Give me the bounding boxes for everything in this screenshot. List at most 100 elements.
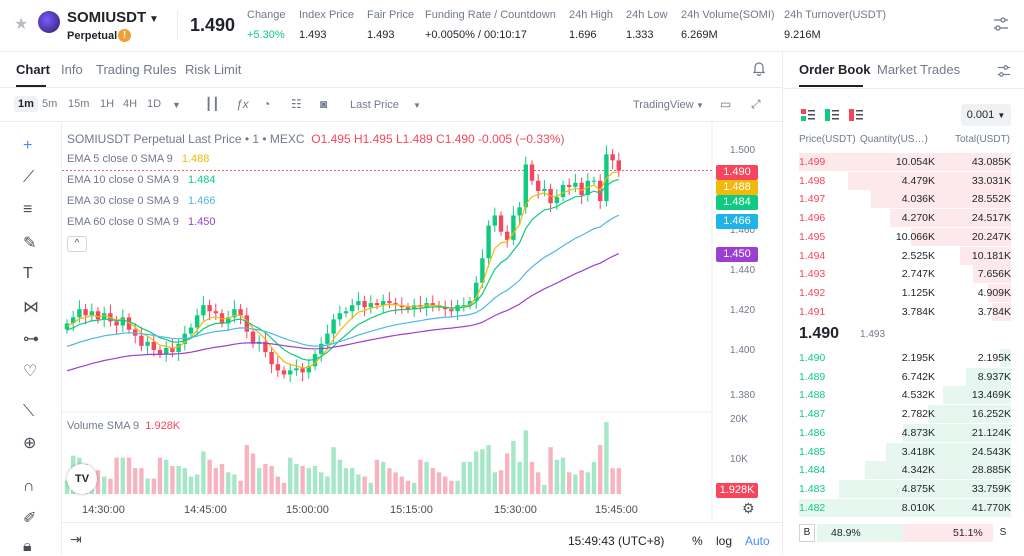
volume-bar bbox=[120, 457, 125, 494]
price-chart[interactable]: SOMIUSDT Perpetual Last Price • 1 • MEXC… bbox=[62, 122, 782, 555]
orderbook-row[interactable]: 1.485 3.418K 24.543K bbox=[783, 442, 1024, 461]
depth-bar bbox=[890, 209, 1011, 228]
tab-info[interactable]: Info bbox=[61, 62, 83, 77]
orderbook-row[interactable]: 1.482 8.010K 41.770K bbox=[783, 498, 1024, 517]
row-quantity: 2.195K bbox=[901, 352, 935, 364]
orderbook-row[interactable]: 1.495 10.066K 20.247K bbox=[783, 227, 1024, 246]
view-both-icon[interactable] bbox=[801, 109, 815, 121]
orderbook-row[interactable]: 1.494 2.525K 10.181K bbox=[783, 246, 1024, 265]
auto-toggle[interactable]: Auto bbox=[745, 534, 770, 548]
tab-market-trades[interactable]: Market Trades bbox=[877, 62, 961, 77]
lock-drawing-icon[interactable]: ✐ bbox=[23, 510, 37, 527]
crosshair-icon[interactable]: + bbox=[23, 137, 33, 154]
orderbook-row[interactable]: 1.487 2.782K 16.252K bbox=[783, 405, 1024, 424]
volume-bar bbox=[560, 457, 566, 494]
lock-icon[interactable]: 🔒︎ bbox=[23, 538, 32, 555]
orderbook-settings-icon[interactable] bbox=[997, 64, 1011, 78]
favorites-heart-icon[interactable]: ♡ bbox=[23, 363, 38, 380]
row-quantity: 4.036K bbox=[901, 193, 935, 206]
collapse-legend-icon[interactable]: ^ bbox=[67, 236, 87, 252]
view-asks-icon[interactable] bbox=[849, 109, 863, 121]
active-tab-underline bbox=[799, 85, 863, 87]
row-total: 28.552K bbox=[971, 193, 1011, 206]
timeframe-1m[interactable]: 1m bbox=[14, 96, 38, 112]
view-mode-select[interactable]: TradingView bbox=[633, 99, 694, 111]
indicators-icon[interactable]: ƒx bbox=[236, 97, 249, 111]
tab-risk-limit[interactable]: Risk Limit bbox=[185, 62, 242, 77]
text-tool-icon[interactable]: T bbox=[23, 265, 33, 282]
clock[interactable]: 15:49:43 (UTC+8) bbox=[568, 534, 665, 548]
timeframe-5m[interactable]: 5m bbox=[42, 98, 58, 110]
orderbook-row[interactable]: 1.490 2.195K 2.195K bbox=[783, 349, 1024, 367]
warning-icon[interactable]: ! bbox=[118, 29, 131, 42]
view-bids-icon[interactable] bbox=[825, 109, 839, 121]
bell-icon[interactable] bbox=[752, 61, 766, 76]
volume-bar bbox=[238, 480, 243, 494]
log-toggle[interactable]: log bbox=[716, 534, 733, 548]
volume-bar bbox=[573, 474, 578, 494]
orderbook-row[interactable]: 1.489 6.742K 8.937K bbox=[783, 367, 1024, 386]
candle-body bbox=[139, 335, 144, 346]
orderbook-row[interactable]: 1.496 4.270K 24.517K bbox=[783, 209, 1024, 228]
tab-order-book[interactable]: Order Book bbox=[799, 62, 871, 77]
horizontal-lines-icon[interactable]: ≡ bbox=[23, 201, 33, 218]
volume-bar bbox=[567, 472, 572, 494]
candle-body bbox=[306, 366, 311, 373]
view-mode-dropdown-icon[interactable]: ▼ bbox=[696, 101, 704, 110]
row-quantity: 3.784K bbox=[901, 305, 935, 318]
price-tick-label: 1.440 bbox=[730, 265, 756, 276]
fullscreen-icon[interactable]: ⤢ bbox=[751, 97, 761, 111]
chart-settings-gear-icon[interactable]: ⚙ bbox=[742, 500, 755, 516]
pattern-icon[interactable]: ⋈ bbox=[23, 299, 39, 316]
orderbook-row[interactable]: 1.493 2.747K 7.656K bbox=[783, 265, 1024, 284]
symbol-dropdown-icon[interactable]: ▼ bbox=[149, 14, 159, 25]
stat-item: 24h Volume(SOMI) 6.269M bbox=[681, 9, 775, 41]
ruler-icon[interactable]: ⟍ bbox=[23, 403, 35, 420]
tradingview-logo[interactable]: TV bbox=[67, 464, 97, 494]
layout-icon[interactable]: ☷ bbox=[291, 97, 302, 111]
orderbook-row[interactable]: 1.497 4.036K 28.552K bbox=[783, 190, 1024, 209]
settings-sliders-icon[interactable] bbox=[993, 16, 1009, 32]
orderbook-row[interactable]: 1.499 10.054K 43.085K bbox=[783, 153, 1024, 171]
orderbook-row[interactable]: 1.491 3.784K 3.784K bbox=[783, 302, 1024, 321]
orderbook-row[interactable]: 1.484 4.342K 28.885K bbox=[783, 461, 1024, 480]
orderbook-row[interactable]: 1.488 4.532K 13.469K bbox=[783, 386, 1024, 405]
go-to-date-icon[interactable]: ⇥ bbox=[70, 531, 82, 547]
percent-toggle[interactable]: % bbox=[692, 534, 703, 548]
tab-chart[interactable]: Chart bbox=[16, 62, 50, 77]
timeframe-dropdown-icon[interactable]: ▼ bbox=[172, 100, 181, 110]
candle-body bbox=[350, 305, 355, 312]
orderbook-row[interactable]: 1.483 4.875K 33.759K bbox=[783, 479, 1024, 498]
timeframe-15m[interactable]: 15m bbox=[68, 98, 90, 110]
orderbook-row[interactable]: 1.498 4.479K 33.031K bbox=[783, 171, 1024, 190]
candle-type-icon[interactable]: ┃┃ bbox=[205, 97, 220, 111]
orderbook-row[interactable]: 1.492 1.125K 4.909K bbox=[783, 283, 1024, 302]
timeframe-1h[interactable]: 1H bbox=[100, 98, 115, 110]
candle-body bbox=[89, 311, 94, 316]
favorite-star-icon[interactable]: ★ bbox=[14, 16, 29, 33]
magnet-icon[interactable]: ∩ bbox=[23, 478, 35, 495]
panel-layout-icon[interactable]: ▭ bbox=[720, 97, 732, 111]
price-mode-dropdown-icon[interactable]: ▼ bbox=[413, 101, 421, 110]
symbol-name[interactable]: SOMIUSDT bbox=[67, 9, 147, 26]
volume-bar bbox=[412, 482, 417, 494]
tab-trading-rules[interactable]: Trading Rules bbox=[96, 62, 177, 77]
measure-icon[interactable]: ⊶ bbox=[23, 331, 39, 348]
brush-icon[interactable]: ✎ bbox=[23, 235, 37, 252]
candle-body bbox=[244, 315, 249, 332]
depth-bar bbox=[987, 283, 1011, 302]
timeframe-4h[interactable]: 4H bbox=[123, 98, 138, 110]
precision-select[interactable]: 0.001 ▼ bbox=[961, 104, 1011, 126]
camera-icon[interactable]: ◙ bbox=[320, 97, 328, 111]
stat-item: Index Price 1.493 bbox=[299, 9, 354, 41]
candlestick-chart-svg[interactable] bbox=[62, 122, 782, 555]
trend-line-icon[interactable]: ⟋ bbox=[23, 169, 35, 186]
ema-label: EMA 30 close 0 SMA 9 bbox=[67, 195, 179, 207]
timeframe-1d[interactable]: 1D bbox=[147, 98, 162, 110]
price-mode-select[interactable]: Last Price bbox=[350, 99, 399, 111]
zoom-in-icon[interactable]: ⊕ bbox=[23, 435, 37, 452]
volume-bar bbox=[195, 474, 200, 494]
templates-icon[interactable]: ◔ bbox=[263, 97, 271, 111]
orderbook-row[interactable]: 1.486 4.873K 21.124K bbox=[783, 423, 1024, 442]
price-tag: 1.490 bbox=[716, 165, 758, 180]
